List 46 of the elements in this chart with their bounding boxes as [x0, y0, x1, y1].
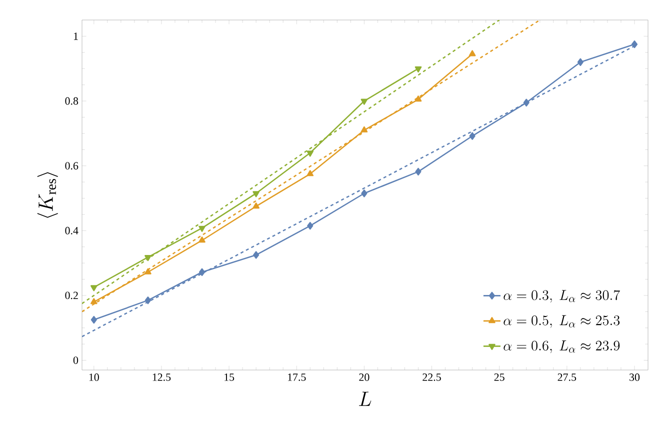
point	[144, 268, 152, 274]
point	[90, 285, 98, 292]
point	[360, 126, 368, 132]
x-tick-label: 20	[359, 374, 370, 381]
point	[253, 251, 260, 259]
point	[198, 268, 206, 276]
point	[414, 96, 422, 102]
point	[361, 190, 368, 198]
y-tick-label: 0.6	[65, 162, 78, 170]
point	[306, 150, 314, 157]
x-tick-label: 12.5	[152, 374, 171, 381]
y-tick-label: 0	[73, 356, 78, 364]
y-tick-label: 0.4	[65, 226, 78, 234]
point	[198, 226, 206, 232]
legend-label: $\alpha = 0.6,\ L_\alpha \approx 23.9$	[504, 340, 620, 354]
x-axis-title: $L$	[359, 392, 372, 406]
y-tick-label: 0.8	[65, 97, 78, 105]
x-tick-label: 17.5	[288, 374, 306, 381]
x-tick-label: 22.5	[422, 374, 441, 381]
point	[469, 132, 476, 140]
point	[523, 98, 530, 106]
point	[468, 50, 476, 56]
point	[306, 170, 314, 176]
x-tick-label: 10	[89, 374, 99, 381]
point	[144, 254, 152, 262]
point	[90, 298, 98, 304]
point	[198, 236, 206, 243]
point	[415, 168, 422, 176]
x-tick-label: 15	[224, 374, 234, 381]
point	[577, 58, 584, 66]
point	[414, 66, 422, 72]
legend-label: $\alpha = 0.5,\ L_\alpha \approx 25.3$	[504, 315, 620, 328]
point	[90, 316, 97, 324]
x-tick-label: 30	[630, 374, 640, 381]
x-tick-label: 25	[494, 374, 504, 381]
y-tick-label: 1	[74, 32, 78, 40]
point	[360, 98, 368, 105]
y-axis-title: $\langle K_{\mathrm{res}}\rangle$	[37, 172, 58, 218]
legend-label: $\alpha = 0.3,\ L_\alpha \approx 30.7$	[504, 290, 620, 303]
point	[631, 40, 638, 48]
point	[252, 191, 260, 198]
point	[307, 222, 314, 230]
point	[252, 202, 260, 209]
point	[144, 296, 151, 304]
x-tick-label: 27.5	[558, 374, 576, 381]
y-tick-label: 0.2	[65, 292, 78, 300]
